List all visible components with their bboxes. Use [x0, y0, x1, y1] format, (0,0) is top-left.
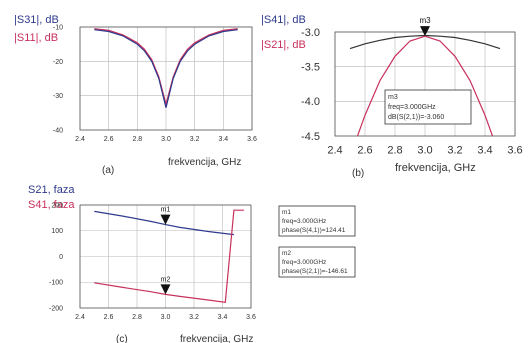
marker-readout-m2-line3: phase(S(2,1))=-146.61 [282, 268, 348, 275]
panel-a-y-tick-label: -20 [53, 59, 63, 66]
panel-b-x-tick-label: 2.6 [357, 145, 372, 157]
panel-b-plot: 2.4 2.6 2.8 3.0 3.2 3.4 3.6 -3.0 -3.5 -4.0 -4.5 m3 [301, 16, 523, 157]
panel-b-y-tick-label: -3.0 [301, 27, 320, 39]
panel-a-x-tick-label: 3.6 [247, 136, 257, 143]
marker-readout-m2-line1: m2 [282, 250, 291, 257]
panel-a-series-0-line [94, 28, 238, 107]
panel-b-x-tick-label: 3.6 [507, 145, 522, 157]
panel-a-x-tick-label: 2.8 [132, 136, 142, 143]
panel-a-y-tick-label: -10 [53, 24, 63, 31]
marker-readout-m3-line2: freq=3.000GHz [388, 104, 436, 111]
panel-c-ylabel-s41: S41, faza [28, 199, 75, 211]
panel-c-x-tick-label: 2.6 [104, 314, 114, 321]
panel-a-tag: (a) [102, 165, 114, 176]
marker-readout-m3-box [384, 89, 472, 125]
panel-a: |S31|, dB |S11|, dB 2.4 2.6 2.8 3.0 3.2 3.4 3.… [14, 14, 257, 176]
panel-a-ylabel-s11: |S11|, dB [14, 32, 58, 44]
marker-m3-triangle [420, 26, 430, 37]
panel-c-x-tick-label: 3.0 [161, 314, 171, 321]
panel-a-y-tick-label: -40 [53, 127, 63, 134]
marker-readout-m1: m1 freq=3.000GHz phase(S(4,1))=124.41 [278, 205, 356, 237]
marker-readout-m3-line3: dB(S(2,1))=-3.060 [388, 114, 444, 121]
panel-a-ylabel-s31: |S31|, dB [14, 14, 59, 26]
marker-m2-label: m2 [161, 276, 171, 283]
marker-m1-label: m1 [161, 207, 171, 214]
panel-b-y-tick-label: -4.0 [301, 96, 320, 108]
marker-readout-m1-line2: freq=3.000GHz [282, 218, 326, 225]
panel-c-y-tick-label: 0 [59, 254, 63, 261]
panel-c-ylabel-s21: S21, faza [28, 184, 75, 196]
panel-a-x-tick-label: 3.4 [218, 136, 228, 143]
panel-c-plot-frame [79, 204, 252, 309]
panel-c-tag: (c) [116, 334, 128, 343]
panel-a-plot-frame [79, 26, 253, 131]
panel-c-x-tick-label: 2.4 [75, 314, 85, 321]
marker-m3-label: m3 [419, 16, 431, 25]
panel-c: S21, faza S41, faza 2.4 2.6 2.8 3.0 3.2 3.4 3.… [28, 184, 356, 343]
panel-c-y-tick-label: 100 [51, 228, 63, 235]
marker-readout-m3-line1: m3 [388, 94, 398, 101]
marker-readout-m1-box [278, 205, 356, 237]
marker-readout-m3: m3 freq=3.000GHz dB(S(2,1))=-3.060 [384, 89, 472, 125]
panel-a-x-tick-label: 3.2 [190, 136, 200, 143]
panel-c-series-0-line [94, 210, 234, 236]
panel-b-xlabel: frekvencija, GHz [395, 162, 476, 174]
marker-readout-m2-line2: freq=3.000GHz [282, 259, 326, 266]
marker-readout-m1-line3: phase(S(4,1))=124.41 [282, 227, 346, 234]
panel-b-x-tick-label: 2.4 [327, 145, 342, 157]
marker-m2-triangle [160, 284, 171, 295]
panel-c-x-tick-label: 3.6 [246, 314, 256, 321]
panel-b-series-1-line [356, 35, 494, 137]
panel-b-x-tick-label: 3.4 [477, 145, 492, 157]
panel-c-x-tick-label: 3.4 [218, 314, 228, 321]
panel-b: |S41|, dB |S21|, dB 2.4 2.6 2.8 3.0 3.2 3.4 3.… [261, 14, 523, 179]
panel-a-series-1-line [94, 29, 238, 108]
panel-b-ylabel-s41: |S41|, dB [261, 14, 306, 26]
marker-m1-triangle [160, 214, 171, 225]
panel-b-tag: (b) [352, 168, 364, 179]
panel-b-y-tick-label: -4.5 [301, 131, 320, 143]
panel-a-x-tick-label: 2.4 [75, 136, 85, 143]
panel-a-plot: 2.4 2.6 2.8 3.0 3.2 3.4 3.6 -10 -20 -30 -40 [53, 24, 257, 142]
marker-readout-m2: m2 freq=3.000GHz phase(S(2,1))=-146.61 [278, 246, 356, 278]
marker-readout-m2-box [278, 246, 356, 278]
panel-a-x-tick-label: 2.6 [104, 136, 114, 143]
panel-b-ylabel-s21: |S21|, dB [261, 39, 306, 51]
panel-b-x-tick-label: 3.0 [417, 145, 432, 157]
panel-b-x-tick-label: 2.8 [387, 145, 402, 157]
panel-c-x-tick-label: 2.8 [132, 314, 142, 321]
panel-a-x-tick-label: 3.0 [161, 136, 171, 143]
panel-c-xlabel: frekvencija, GHz [180, 334, 253, 343]
panel-a-y-tick-label: -30 [53, 93, 63, 100]
panel-b-x-tick-label: 3.2 [447, 145, 462, 157]
panel-a-xlabel: frekvencija, GHz [168, 157, 241, 168]
panel-c-y-tick-label: -100 [49, 280, 63, 287]
panel-c-x-tick-label: 3.2 [189, 314, 199, 321]
marker-readout-m1-line1: m1 [282, 209, 291, 216]
panel-c-series-1-line [94, 209, 244, 303]
panel-c-y-tick-label: 200 [51, 202, 63, 209]
panel-b-y-tick-label: -3.5 [301, 62, 320, 74]
panel-c-plot: 2.4 2.6 2.8 3.0 3.2 3.4 3.6 200 100 0 -100 -200 m1 m2 [49, 202, 256, 320]
panel-c-y-tick-label: -200 [49, 305, 63, 312]
